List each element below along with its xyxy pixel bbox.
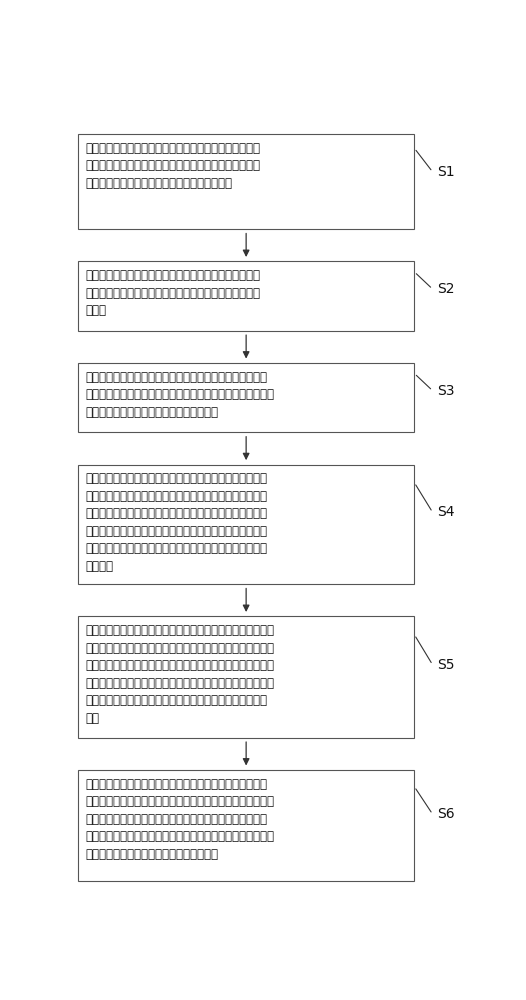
Text: S4: S4 (437, 505, 454, 519)
Bar (78, 770, 414, 881)
Text: S2: S2 (437, 282, 454, 296)
Text: 各绝缘检测模块采集各正在运行的电池单元正负极的对地
绝缘电阻，并将上述采集的对地绝缘电阻信息发送给控制
模块；: 各绝缘检测模块采集各正在运行的电池单元正负极的对地 绝缘电阻，并将上述采集的对地… (85, 269, 260, 317)
Bar (78, 363, 414, 432)
Text: S6: S6 (437, 807, 454, 821)
Bar (78, 465, 414, 584)
Text: S5: S5 (437, 658, 454, 672)
Text: S1: S1 (437, 165, 454, 179)
Bar (78, 616, 414, 738)
Bar (78, 261, 414, 331)
Text: 控制模块检测是否存在新的电池单元接入信号，若所述控制模
块检测到有新的电池单元接入信号时，所述控制模块控制一路
新接入的电池单元上的绝缘检测模块运行，以对绝缘检: 控制模块检测是否存在新的电池单元接入信号，若所述控制模 块检测到有新的电池单元接… (85, 624, 275, 725)
Text: 在控制模块中预设绝缘电阻阈值，所述控制模块向各绝缘
检测模块发送在绝缘检测模块开关断开状态下检测各路正
在运行的电池单元正负极对地绝缘状态的指令；: 在控制模块中预设绝缘电阻阈值，所述控制模块向各绝缘 检测模块发送在绝缘检测模块开… (85, 142, 260, 190)
Text: S3: S3 (437, 384, 454, 398)
Text: 若各电池单元采集的对地绝缘电阻均大于绝缘电阻阈值，控
制模块显示各电池单元正负极对地绝缘状态正常，同时保留
运行中的其中一路电池单元上的绝缘检测模块运行，以对绝: 若各电池单元采集的对地绝缘电阻均大于绝缘电阻阈值，控 制模块显示各电池单元正负极… (85, 472, 267, 573)
Bar (78, 134, 414, 229)
Text: 控制模块将采集的对地绝缘电阻与预设的绝缘电阻阈值相比
较，若有电池单元上采集的对地绝缘电阻小于绝缘电阻阈值，
控制模块显示该电池单元绝缘异常并告警；: 控制模块将采集的对地绝缘电阻与预设的绝缘电阻阈值相比 较，若有电池单元上采集的对… (85, 371, 275, 419)
Text: 控制模块检测是否存在新接入的电池单元接入后又断开的信
号，若所述控制模块检测到该信号时，控制模块选择接入信号
前的上一个状态中一路正在运行的绝缘检测模块继续运行: 控制模块检测是否存在新接入的电池单元接入后又断开的信 号，若所述控制模块检测到该… (85, 778, 275, 861)
